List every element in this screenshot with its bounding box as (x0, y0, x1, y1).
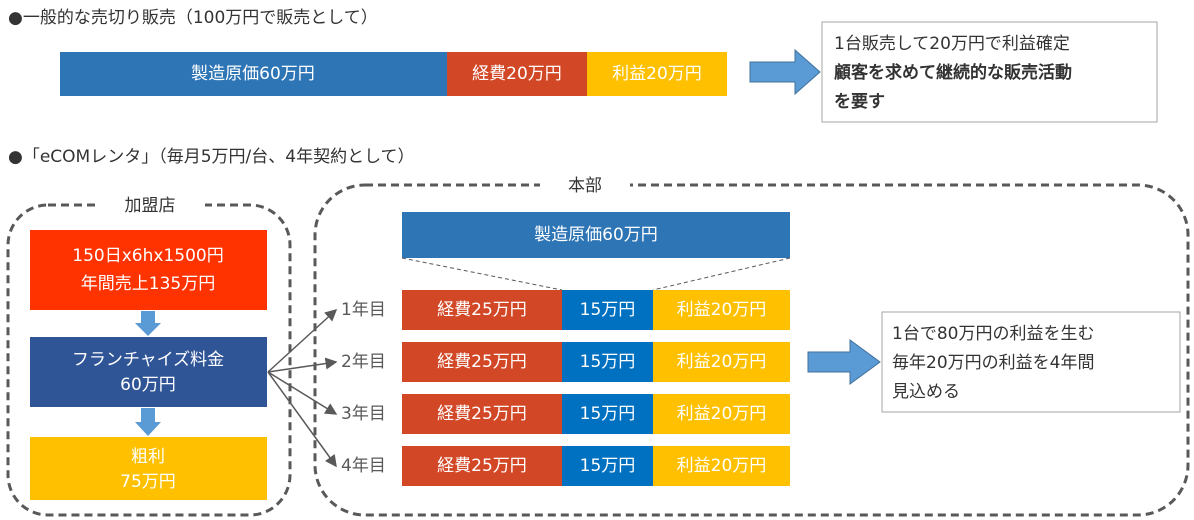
segment-label: 15万円 (580, 300, 636, 320)
year-label: 4年目 (341, 456, 386, 476)
segment-label: 経費20万円 (472, 64, 562, 84)
step-line: 粗利 (131, 447, 165, 467)
group-title: 本部 (568, 176, 602, 196)
segment (562, 394, 653, 434)
step-line: フランチャイズ料金 (72, 350, 224, 370)
title-bg (95, 188, 205, 222)
cost-segment (60, 52, 447, 96)
segment (653, 394, 790, 434)
arrow (135, 311, 161, 336)
note-line: 毎年20万円の利益を4年間 (892, 353, 1094, 373)
heading: ●一般的な売切り販売（100万円で販売として） (8, 8, 378, 28)
group-title: 加盟店 (125, 196, 176, 216)
segment-label: 利益20万円 (612, 64, 702, 84)
year-label: 2年目 (341, 352, 386, 372)
segment-label: 経費25万円 (437, 456, 527, 476)
segment-label: 利益20万円 (677, 352, 767, 372)
segment (402, 342, 562, 382)
step-box (30, 437, 267, 500)
step-line: 60万円 (120, 375, 176, 395)
segment-label: 経費25万円 (437, 300, 527, 320)
arrow-line (267, 371, 337, 468)
segment-label: 経費25万円 (437, 352, 527, 372)
segment (653, 342, 790, 382)
profit-segment (587, 52, 727, 96)
cost-label: 製造原価60万円 (534, 225, 658, 245)
step-line: 150日x6hx1500円 (72, 246, 223, 266)
segment-label: 経費25万円 (437, 404, 527, 424)
title-bg (540, 168, 630, 202)
note-line: 1台で80万円の利益を生む (892, 324, 1094, 344)
connector (401, 257, 563, 291)
arrow (807, 339, 881, 385)
segment (562, 290, 653, 330)
segment (653, 446, 790, 486)
note-line: を要す (834, 92, 885, 112)
segment-label: 15万円 (580, 404, 636, 424)
segment (402, 446, 562, 486)
note-line: 1台販売して20万円で利益確定 (834, 34, 1070, 54)
segment-label: 利益20万円 (677, 456, 767, 476)
arrow (135, 408, 161, 436)
connector (652, 257, 791, 291)
segment-label: 15万円 (580, 352, 636, 372)
hq-group (313, 183, 1190, 517)
year-label: 1年目 (341, 300, 386, 320)
segment (653, 290, 790, 330)
note-box (821, 21, 1158, 123)
segment-label: 製造原価60万円 (191, 64, 315, 84)
cost-box (402, 212, 790, 258)
segment-label: 利益20万円 (677, 404, 767, 424)
step-box (30, 230, 267, 310)
segment-label: 利益20万円 (677, 300, 767, 320)
segment-label: 15万円 (580, 456, 636, 476)
step-line: 年間売上135万円 (81, 274, 215, 294)
expense-segment (447, 52, 587, 96)
segment (562, 342, 653, 382)
arrow-line (267, 308, 338, 373)
segment (562, 446, 653, 486)
year-label: 3年目 (341, 404, 386, 424)
step-line: 75万円 (120, 472, 176, 492)
note-line: 見込める (892, 382, 960, 402)
note-box (881, 311, 1181, 413)
segment (402, 290, 562, 330)
step-box (30, 337, 267, 407)
heading: ●「eCOMレンタ」（毎月5万円/台、4年契約として） (8, 147, 415, 167)
franchise-group (6, 203, 292, 517)
arrow-line (267, 357, 338, 373)
arrow (749, 48, 821, 96)
note-line: 顧客を求めて継続的な販売活動 (834, 62, 1072, 83)
segment (402, 394, 562, 434)
arrow-line (267, 371, 338, 415)
